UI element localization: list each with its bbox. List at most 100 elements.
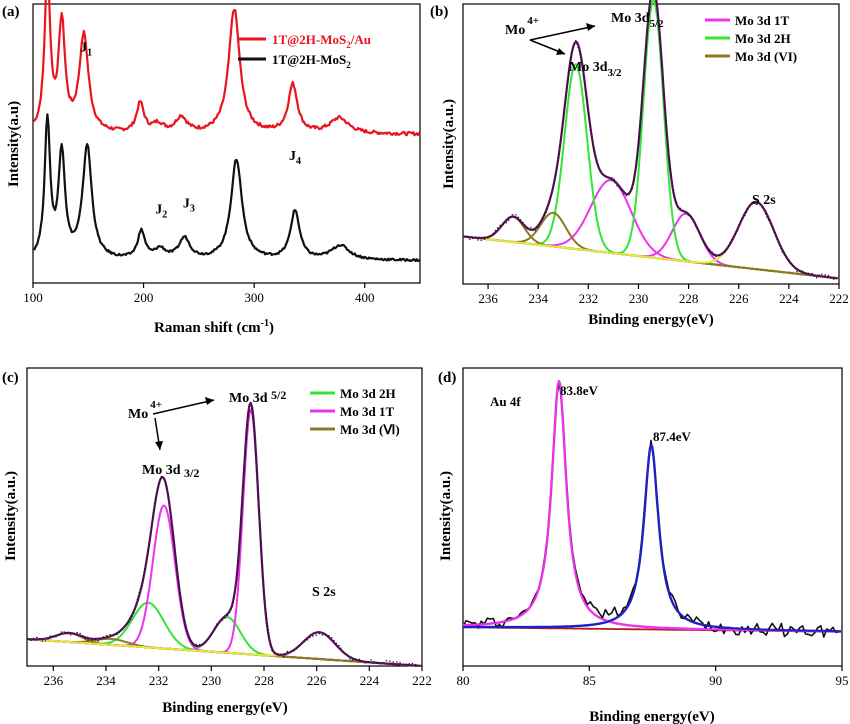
- panel-a-y-axis-label: Intensity(a.u): [6, 101, 22, 187]
- arrow-to-3d52: [529, 25, 596, 41]
- panel-b-label: (b): [430, 4, 448, 20]
- x-tick-label: 232: [579, 291, 599, 306]
- fit-component-1-1: [26, 601, 421, 667]
- series-line-1: [33, 0, 421, 137]
- panel-d: (d) 80 85 90 95 Au 4f 83.8eV 87.4eV Binding…: [438, 367, 849, 724]
- panel-a-legend: 1T@2H-MoS2/Au 1T@2H-MoS2: [238, 32, 371, 70]
- annotation-3d32: Mo 3d 3/2: [142, 463, 199, 480]
- annotation-87-4ev: 87.4eV: [653, 429, 692, 444]
- fit-component-1-1: [462, 179, 838, 280]
- x-tick-label: 200: [134, 290, 154, 305]
- x-tick-label: 85: [583, 673, 596, 688]
- panel-c-label: (c): [2, 370, 19, 386]
- annotation-s2s: S 2s: [312, 585, 336, 600]
- panel-b-annotations: Mo4+ Mo 3d5/2 Mo 3d3/2 S 2s: [505, 11, 776, 208]
- x-tick-label: 236: [44, 673, 64, 688]
- arrowhead-3d32: [556, 48, 565, 55]
- panel-d-x-ticks: 80 85 90 95: [457, 666, 849, 688]
- legend-label-series-1: 1T@2H-MoS2/Au: [272, 32, 371, 50]
- panel-c-x-axis-label: Binding energy(eV): [162, 700, 287, 716]
- panel-c-frame: [26, 367, 423, 667]
- x-tick-label: 232: [149, 673, 169, 688]
- x-tick-label: 230: [629, 291, 649, 306]
- fit-component-2-2: [26, 409, 421, 667]
- x-tick-label: 226: [307, 673, 327, 688]
- panel-c: (c) 236 234 232 230 228 226 224 222 Mo 3d 2H Mo…: [2, 367, 432, 716]
- panel-b-x-ticks: 236 234 232 230 228 226 224 222: [478, 284, 849, 306]
- panel-a-label: (a): [2, 4, 20, 20]
- panel-a-peak-labels: J1 J2 J3 J4: [80, 40, 301, 220]
- legend-label-1t: Mo 3d 1T: [735, 13, 790, 28]
- arrowhead-3d32: [155, 441, 163, 450]
- x-tick-label: 100: [23, 290, 43, 305]
- panel-a-series: [33, 0, 421, 263]
- annotation-3d52: Mo 3d5/2: [611, 11, 664, 30]
- panel-b-y-axis-label: Intensity(a.u.): [441, 99, 457, 189]
- legend-label-series-2: 1T@2H-MoS2: [272, 52, 351, 70]
- legend-label-2h: Mo 3d 2H: [735, 31, 791, 46]
- x-tick-label: 226: [729, 291, 749, 306]
- annotation-mo4plus: Mo4+: [505, 15, 539, 38]
- x-tick-label: 234: [96, 673, 116, 688]
- panel-d-title: Au 4f: [490, 394, 521, 409]
- fit-component-4-1: [462, 201, 838, 280]
- raw-data: [462, 382, 840, 638]
- panel-b-legend: Mo 3d 1T Mo 3d 2H Mo 3d (VI): [705, 13, 797, 64]
- fit-component-au-4f7: [462, 379, 842, 633]
- panel-d-label: (d): [438, 370, 456, 386]
- panel-a-x-ticks: 100 200 300 400: [23, 283, 374, 305]
- legend-label-2h: Mo 3d 2H: [340, 386, 396, 401]
- x-tick-label: 228: [679, 291, 699, 306]
- fit-component-au-4f5-top: [463, 443, 841, 633]
- annotation-83-8ev: 83.8eV: [560, 383, 599, 398]
- panel-a: (a) 100 200 300 400 J1 J2 J3 J4 1T@2H-MoS2/Au …: [2, 0, 421, 336]
- series-line-2: [33, 113, 420, 263]
- annotation-3d32: Mo 3d3/2: [569, 60, 622, 79]
- panel-d-frame: [462, 367, 843, 667]
- panel-b-fit-curves: [462, 0, 838, 280]
- x-tick-label: 95: [836, 673, 849, 688]
- x-tick-label: 222: [829, 291, 849, 306]
- panel-a-frame: [32, 3, 421, 284]
- panel-a-x-axis-label: Raman shift (cm-1): [154, 318, 274, 336]
- panel-b-x-axis-label: Binding energy(eV): [588, 312, 713, 328]
- x-tick-label: 400: [355, 290, 375, 305]
- legend-label-1t: Mo 3d 1T: [340, 404, 395, 419]
- x-tick-label: 228: [254, 673, 274, 688]
- peak-label-J4: J4: [289, 149, 301, 167]
- panel-b: (b) 236 234 232 230 228 226 224 222 Mo 3d 1T Mo…: [430, 0, 849, 328]
- raw-data-dotted: [26, 407, 419, 667]
- annotation-mo4plus: Mo4+: [128, 399, 162, 422]
- panel-c-annotations: Mo4+ Mo 3d 5/2 Mo 3d 3/2 S 2s: [128, 388, 336, 600]
- raw-data-dotted: [462, 0, 836, 280]
- arrowhead-3d52: [586, 23, 595, 31]
- panel-d-y-axis-label: Intensity(a.u.): [438, 471, 454, 561]
- panel-c-legend: Mo 3d 2H Mo 3d 1T Mo 3d (Ⅵ): [310, 386, 400, 437]
- legend-label-vi: Mo 3d (VI): [735, 49, 797, 64]
- x-tick-label: 222: [412, 673, 432, 688]
- peak-label-J3: J3: [183, 197, 195, 215]
- x-tick-label: 300: [244, 290, 264, 305]
- panel-c-y-axis-label: Intensity(a.u.): [3, 471, 19, 561]
- panel-d-fit-curves: [462, 379, 842, 638]
- peak-label-J2: J2: [155, 202, 167, 220]
- arrow-to-3d52: [152, 399, 215, 415]
- panel-c-fit-curves: [26, 401, 421, 667]
- fit-component-au-4f7-top: [462, 380, 841, 633]
- fit-component-au-4f5: [462, 443, 842, 633]
- panel-d-x-axis-label: Binding energy(eV): [589, 709, 714, 724]
- annotation-3d52: Mo 3d 5/2: [229, 388, 286, 406]
- x-tick-label: 224: [360, 673, 380, 688]
- panel-c-x-ticks: 236 234 232 230 228 226 224 222: [44, 666, 432, 688]
- x-tick-label: 234: [528, 291, 548, 306]
- x-tick-label: 80: [457, 673, 470, 688]
- legend-label-vi: Mo 3d (Ⅵ): [340, 422, 400, 437]
- arrowhead-3d52: [205, 397, 214, 405]
- peak-label-J1: J1: [80, 40, 92, 58]
- fit-envelope: [26, 401, 421, 667]
- x-tick-label: 90: [709, 673, 722, 688]
- x-tick-label: 230: [202, 673, 222, 688]
- x-tick-label: 224: [779, 291, 799, 306]
- x-tick-label: 236: [478, 291, 498, 306]
